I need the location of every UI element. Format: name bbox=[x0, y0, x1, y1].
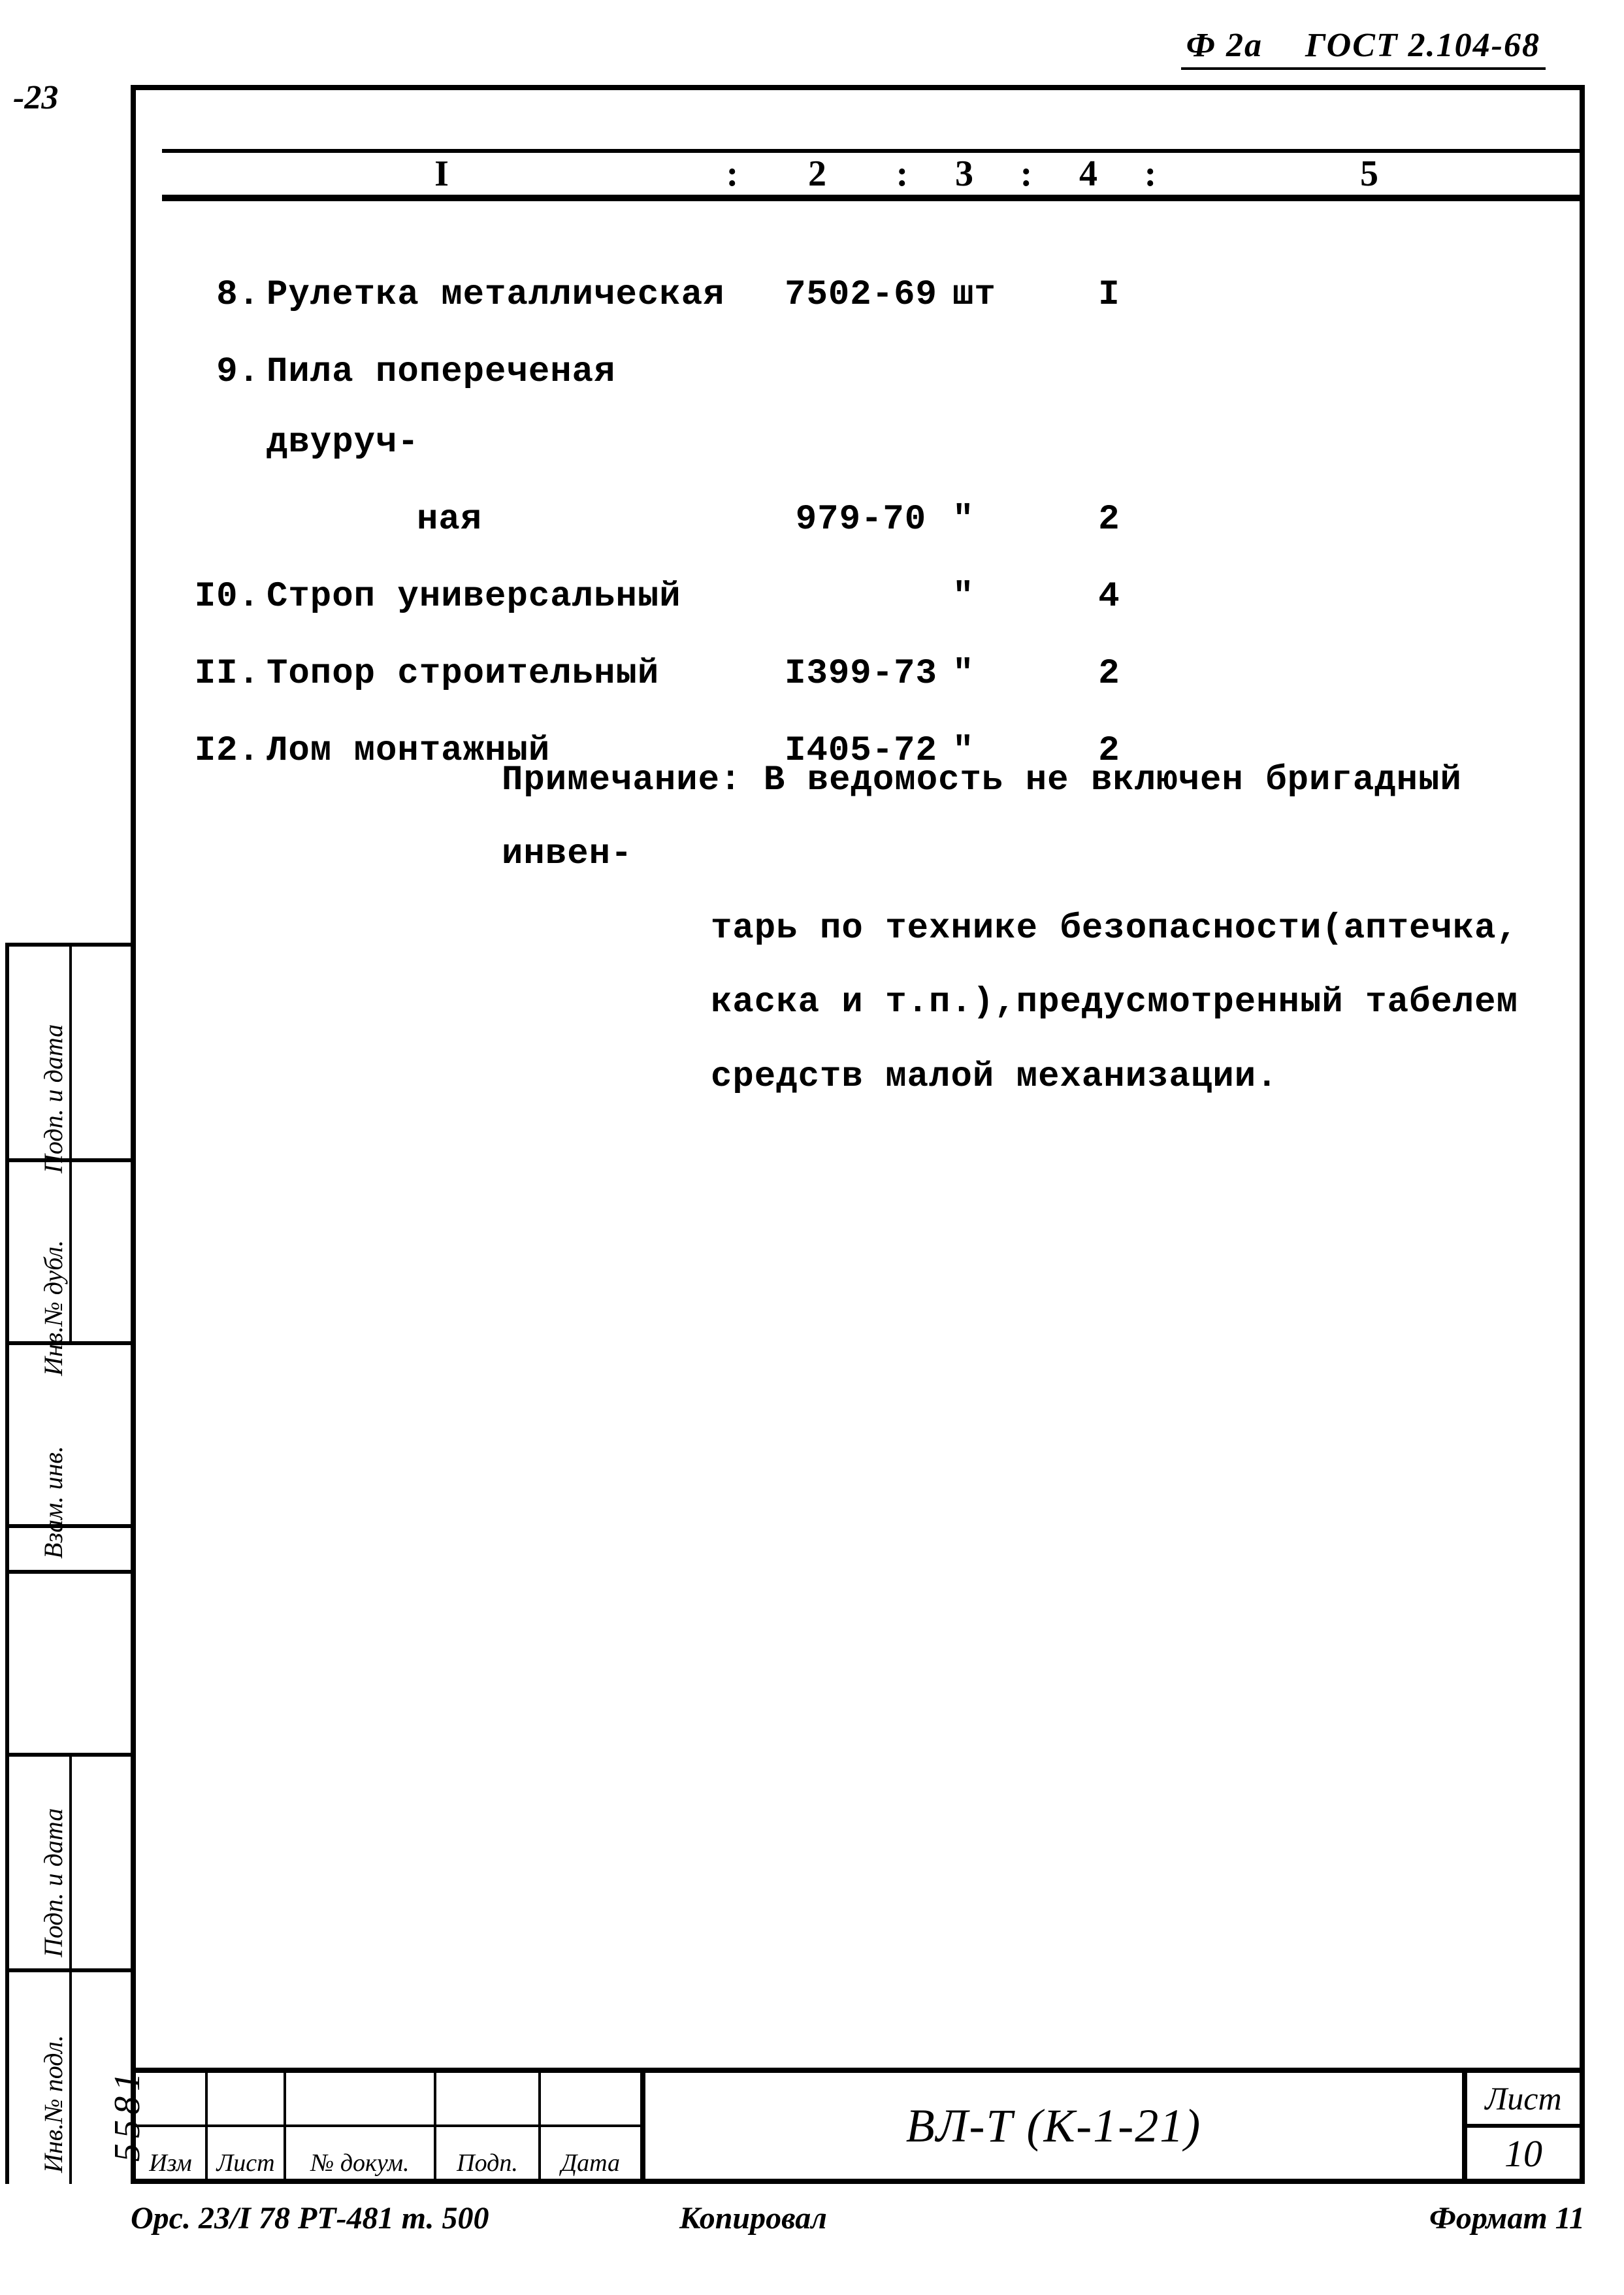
item-row-cont: ная 979-70 " 2 bbox=[188, 485, 1527, 555]
footer-line: Орс. 23/I 78 РТ-481 т. 500 Копировал Фор… bbox=[131, 2200, 1585, 2236]
item-name-cont: ная bbox=[267, 485, 770, 555]
title-block: Изм Лист № докум. Подп. Дата ВЛ-Т (К-1-2… bbox=[136, 2068, 1580, 2179]
item-qty: 2 bbox=[1070, 639, 1148, 709]
sheet-label: Лист bbox=[1467, 2073, 1580, 2128]
item-num: I2. bbox=[188, 716, 267, 787]
column-header: I : 2 : 3 : 4 : 5 bbox=[162, 149, 1580, 201]
rev-hdr: № докум. bbox=[286, 2127, 436, 2179]
header-col-2: 2 bbox=[743, 153, 894, 195]
page: Ф 2а ГОСТ 2.104-68 -23 I : 2 : 3 : 4 : 5… bbox=[0, 0, 1624, 2295]
item-name: Пила попереченая двуруч- bbox=[267, 337, 770, 478]
footer-left: Орс. 23/I 78 РТ-481 т. 500 bbox=[131, 2200, 640, 2236]
header-sep: : bbox=[1142, 153, 1161, 195]
item-code: 7502-69 bbox=[770, 260, 952, 331]
item-num: 9. bbox=[188, 337, 267, 478]
item-qty: 4 bbox=[1070, 562, 1148, 632]
item-code bbox=[770, 562, 952, 632]
gost-header: Ф 2а ГОСТ 2.104-68 bbox=[1181, 26, 1546, 70]
footer-right: Формат 11 bbox=[1324, 2200, 1585, 2236]
rev-hdr: Лист bbox=[208, 2127, 286, 2179]
item-qty: 2 bbox=[1070, 485, 1148, 555]
header-col-3: 3 bbox=[913, 153, 1018, 195]
item-num: 8. bbox=[188, 260, 267, 331]
note-block: Примечание: В ведомость не включен брига… bbox=[502, 743, 1527, 1114]
header-col-5: 5 bbox=[1161, 153, 1580, 195]
header-sep: : bbox=[1018, 153, 1037, 195]
footer-mid: Копировал bbox=[640, 2200, 1324, 2236]
document-id: ВЛ-Т (К-1-21) bbox=[645, 2073, 1462, 2179]
item-code: I399-73 bbox=[770, 639, 952, 709]
header-col-4: 4 bbox=[1037, 153, 1142, 195]
item-row: 8. Рулетка металлическая 7502-69 шт I bbox=[188, 260, 1527, 331]
item-unit: шт bbox=[952, 260, 1070, 331]
rev-hdr: Дата bbox=[541, 2127, 640, 2179]
item-qty: I bbox=[1070, 260, 1148, 331]
sheet-number: 10 bbox=[1467, 2128, 1580, 2179]
item-unit: " bbox=[952, 562, 1070, 632]
main-frame: I : 2 : 3 : 4 : 5 8. Рулетка металлическ… bbox=[131, 85, 1585, 2184]
item-row: I0. Строп универсальный " 4 bbox=[188, 562, 1527, 632]
rev-hdr: Подп. bbox=[436, 2127, 541, 2179]
item-num: I0. bbox=[188, 562, 267, 632]
revision-grid: Изм Лист № докум. Подп. Дата bbox=[136, 2073, 645, 2179]
item-row: II. Топор строительный I399-73 " 2 bbox=[188, 639, 1527, 709]
note-line: каска и т.п.),предусмотренный табелем bbox=[502, 966, 1527, 1039]
item-name: Рулетка металлическая bbox=[267, 260, 770, 331]
note-line: тарь по технике безопасности(аптечка, bbox=[502, 892, 1527, 966]
format-code: Ф 2а bbox=[1186, 27, 1263, 64]
side-label: Инв.№ дубл. bbox=[38, 1240, 69, 1376]
rev-hdr: Изм bbox=[136, 2127, 208, 2179]
item-row: 9. Пила попереченая двуруч- bbox=[188, 337, 1527, 478]
item-unit: " bbox=[952, 485, 1070, 555]
side-label: Подп. и дата bbox=[38, 1024, 69, 1173]
side-label: Взам. инв. bbox=[38, 1446, 69, 1559]
side-label: Подп. и дата bbox=[38, 1808, 69, 1957]
header-sep: : bbox=[894, 153, 913, 195]
item-num: II. bbox=[188, 639, 267, 709]
item-unit: " bbox=[952, 639, 1070, 709]
items-list: 8. Рулетка металлическая 7502-69 шт I 9.… bbox=[188, 260, 1527, 793]
item-name: Строп универсальный bbox=[267, 562, 770, 632]
note-label: Примечание: bbox=[502, 760, 741, 800]
side-label: Инв.№ подл. bbox=[38, 2035, 69, 2173]
item-name: Топор строительный bbox=[267, 639, 770, 709]
header-sep: : bbox=[724, 153, 743, 195]
item-code: 979-70 bbox=[770, 485, 952, 555]
side-stamp: Инв.№ подл. Подп. и дата Взам. инв. Инв.… bbox=[5, 943, 136, 2184]
sheet-box: Лист 10 bbox=[1462, 2073, 1580, 2179]
header-col-1: I bbox=[162, 153, 724, 195]
note-line: средств малой механизации. bbox=[502, 1040, 1527, 1114]
page-marker: -23 bbox=[13, 78, 58, 117]
gost-code: ГОСТ 2.104-68 bbox=[1305, 27, 1540, 64]
